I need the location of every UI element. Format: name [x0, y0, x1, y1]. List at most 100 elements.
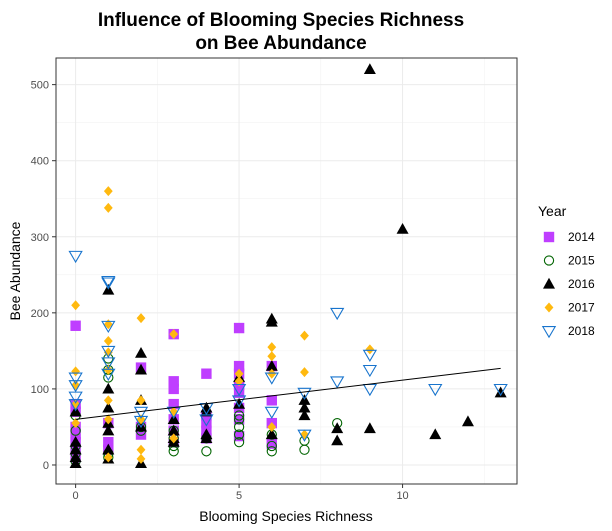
data-point-2016	[135, 346, 148, 358]
legend-label-2014: 2014	[568, 230, 595, 244]
data-point-2018	[101, 320, 116, 334]
x-tick-label: 0	[73, 490, 79, 502]
data-point-2018	[68, 399, 83, 412]
data-point-2018	[330, 307, 345, 321]
data-point-2018	[68, 250, 83, 264]
data-point-2016	[135, 363, 148, 375]
data-point-2015	[233, 414, 245, 425]
data-point-2014	[233, 360, 245, 372]
data-point-2017	[103, 364, 113, 375]
data-point-2018	[362, 364, 378, 378]
legend-label-2018: 2018	[568, 324, 595, 338]
data-point-2014	[266, 438, 277, 449]
data-point-2014	[168, 376, 179, 387]
data-point-2016	[102, 401, 115, 413]
data-point-2017	[103, 186, 113, 197]
data-point-2016	[265, 359, 278, 371]
data-point-2018	[428, 383, 443, 397]
data-point-2016	[265, 315, 278, 327]
y-tick-label: 300	[31, 232, 49, 244]
data-point-2015	[233, 410, 245, 421]
legend-title: Year	[538, 203, 567, 219]
data-point-2017	[267, 368, 277, 379]
data-point-2018	[264, 372, 279, 385]
data-point-2015	[233, 421, 245, 433]
y-tick-label: 500	[31, 80, 49, 92]
data-point-2014	[233, 414, 245, 425]
y-tick-label: 100	[31, 384, 49, 396]
data-point-2016	[200, 405, 213, 417]
data-point-2017	[71, 366, 81, 377]
x-tick-label: 5	[236, 490, 242, 502]
data-point-2016	[494, 386, 507, 398]
data-point-2016	[396, 222, 409, 234]
y-axis-title: Bee Abundance	[7, 221, 23, 320]
data-point-2018	[68, 380, 83, 393]
data-point-2015	[233, 437, 245, 448]
y-tick-label: 200	[31, 308, 49, 320]
plot-border	[55, 57, 518, 485]
legend-key-2017	[544, 302, 554, 313]
data-point-2017	[136, 453, 146, 464]
data-point-2015	[233, 429, 245, 440]
data-point-2018	[68, 391, 83, 404]
legend-key-2015	[543, 255, 555, 266]
data-point-2018	[101, 275, 116, 289]
legend-label-2016: 2016	[568, 277, 595, 291]
data-point-2017	[267, 342, 277, 353]
y-tick-label: 0	[43, 460, 49, 472]
data-point-2016	[363, 422, 376, 434]
legend-key-2014	[543, 231, 555, 243]
data-point-2017	[103, 202, 113, 213]
data-point-2014	[103, 436, 114, 448]
data-point-2017	[103, 347, 113, 358]
y-tick-label: 400	[31, 156, 49, 168]
data-point-2014	[201, 417, 212, 429]
data-point-2018	[264, 406, 279, 420]
data-point-2016	[429, 428, 442, 440]
data-point-2017	[234, 368, 244, 379]
data-point-2014	[70, 429, 81, 440]
plot-background	[56, 58, 517, 484]
data-point-2017	[71, 418, 81, 429]
data-point-2016	[69, 457, 82, 469]
data-point-2017	[136, 313, 146, 324]
data-point-2014	[135, 429, 147, 440]
data-point-2018	[231, 395, 247, 408]
data-point-2018	[101, 368, 116, 381]
data-point-2017	[103, 395, 113, 406]
data-point-2017	[234, 376, 244, 387]
data-point-2016	[69, 435, 82, 447]
data-point-2016	[298, 409, 311, 421]
data-point-2017	[136, 395, 146, 406]
data-point-2017	[267, 351, 277, 362]
data-point-2014	[70, 320, 81, 331]
data-point-2018	[297, 387, 312, 401]
data-point-2016	[363, 63, 376, 75]
data-point-2015	[266, 440, 277, 452]
data-point-2014	[233, 322, 245, 334]
data-point-2016	[265, 428, 278, 440]
data-point-2016	[233, 397, 246, 409]
data-point-2016	[102, 382, 115, 394]
data-point-2017	[365, 344, 375, 355]
data-point-2017	[169, 329, 179, 340]
data-point-2018	[362, 349, 378, 362]
data-point-2016	[69, 443, 82, 455]
chart-title-line2: on Bee Abundance	[195, 33, 366, 54]
data-point-2017	[300, 330, 309, 341]
trend-line	[75, 367, 501, 420]
chart-title-line1: Influence of Blooming Species Richness	[98, 10, 464, 31]
grid-lines	[56, 58, 517, 484]
x-tick-label: 10	[396, 490, 408, 502]
data-point-2016	[102, 443, 115, 455]
data-point-2016	[102, 424, 115, 436]
data-point-2018	[297, 429, 312, 442]
data-point-2017	[103, 414, 113, 425]
legend-key-2016	[543, 277, 555, 289]
data-point-2014	[168, 383, 179, 395]
data-point-2017	[300, 367, 309, 378]
data-point-2018	[101, 345, 116, 359]
